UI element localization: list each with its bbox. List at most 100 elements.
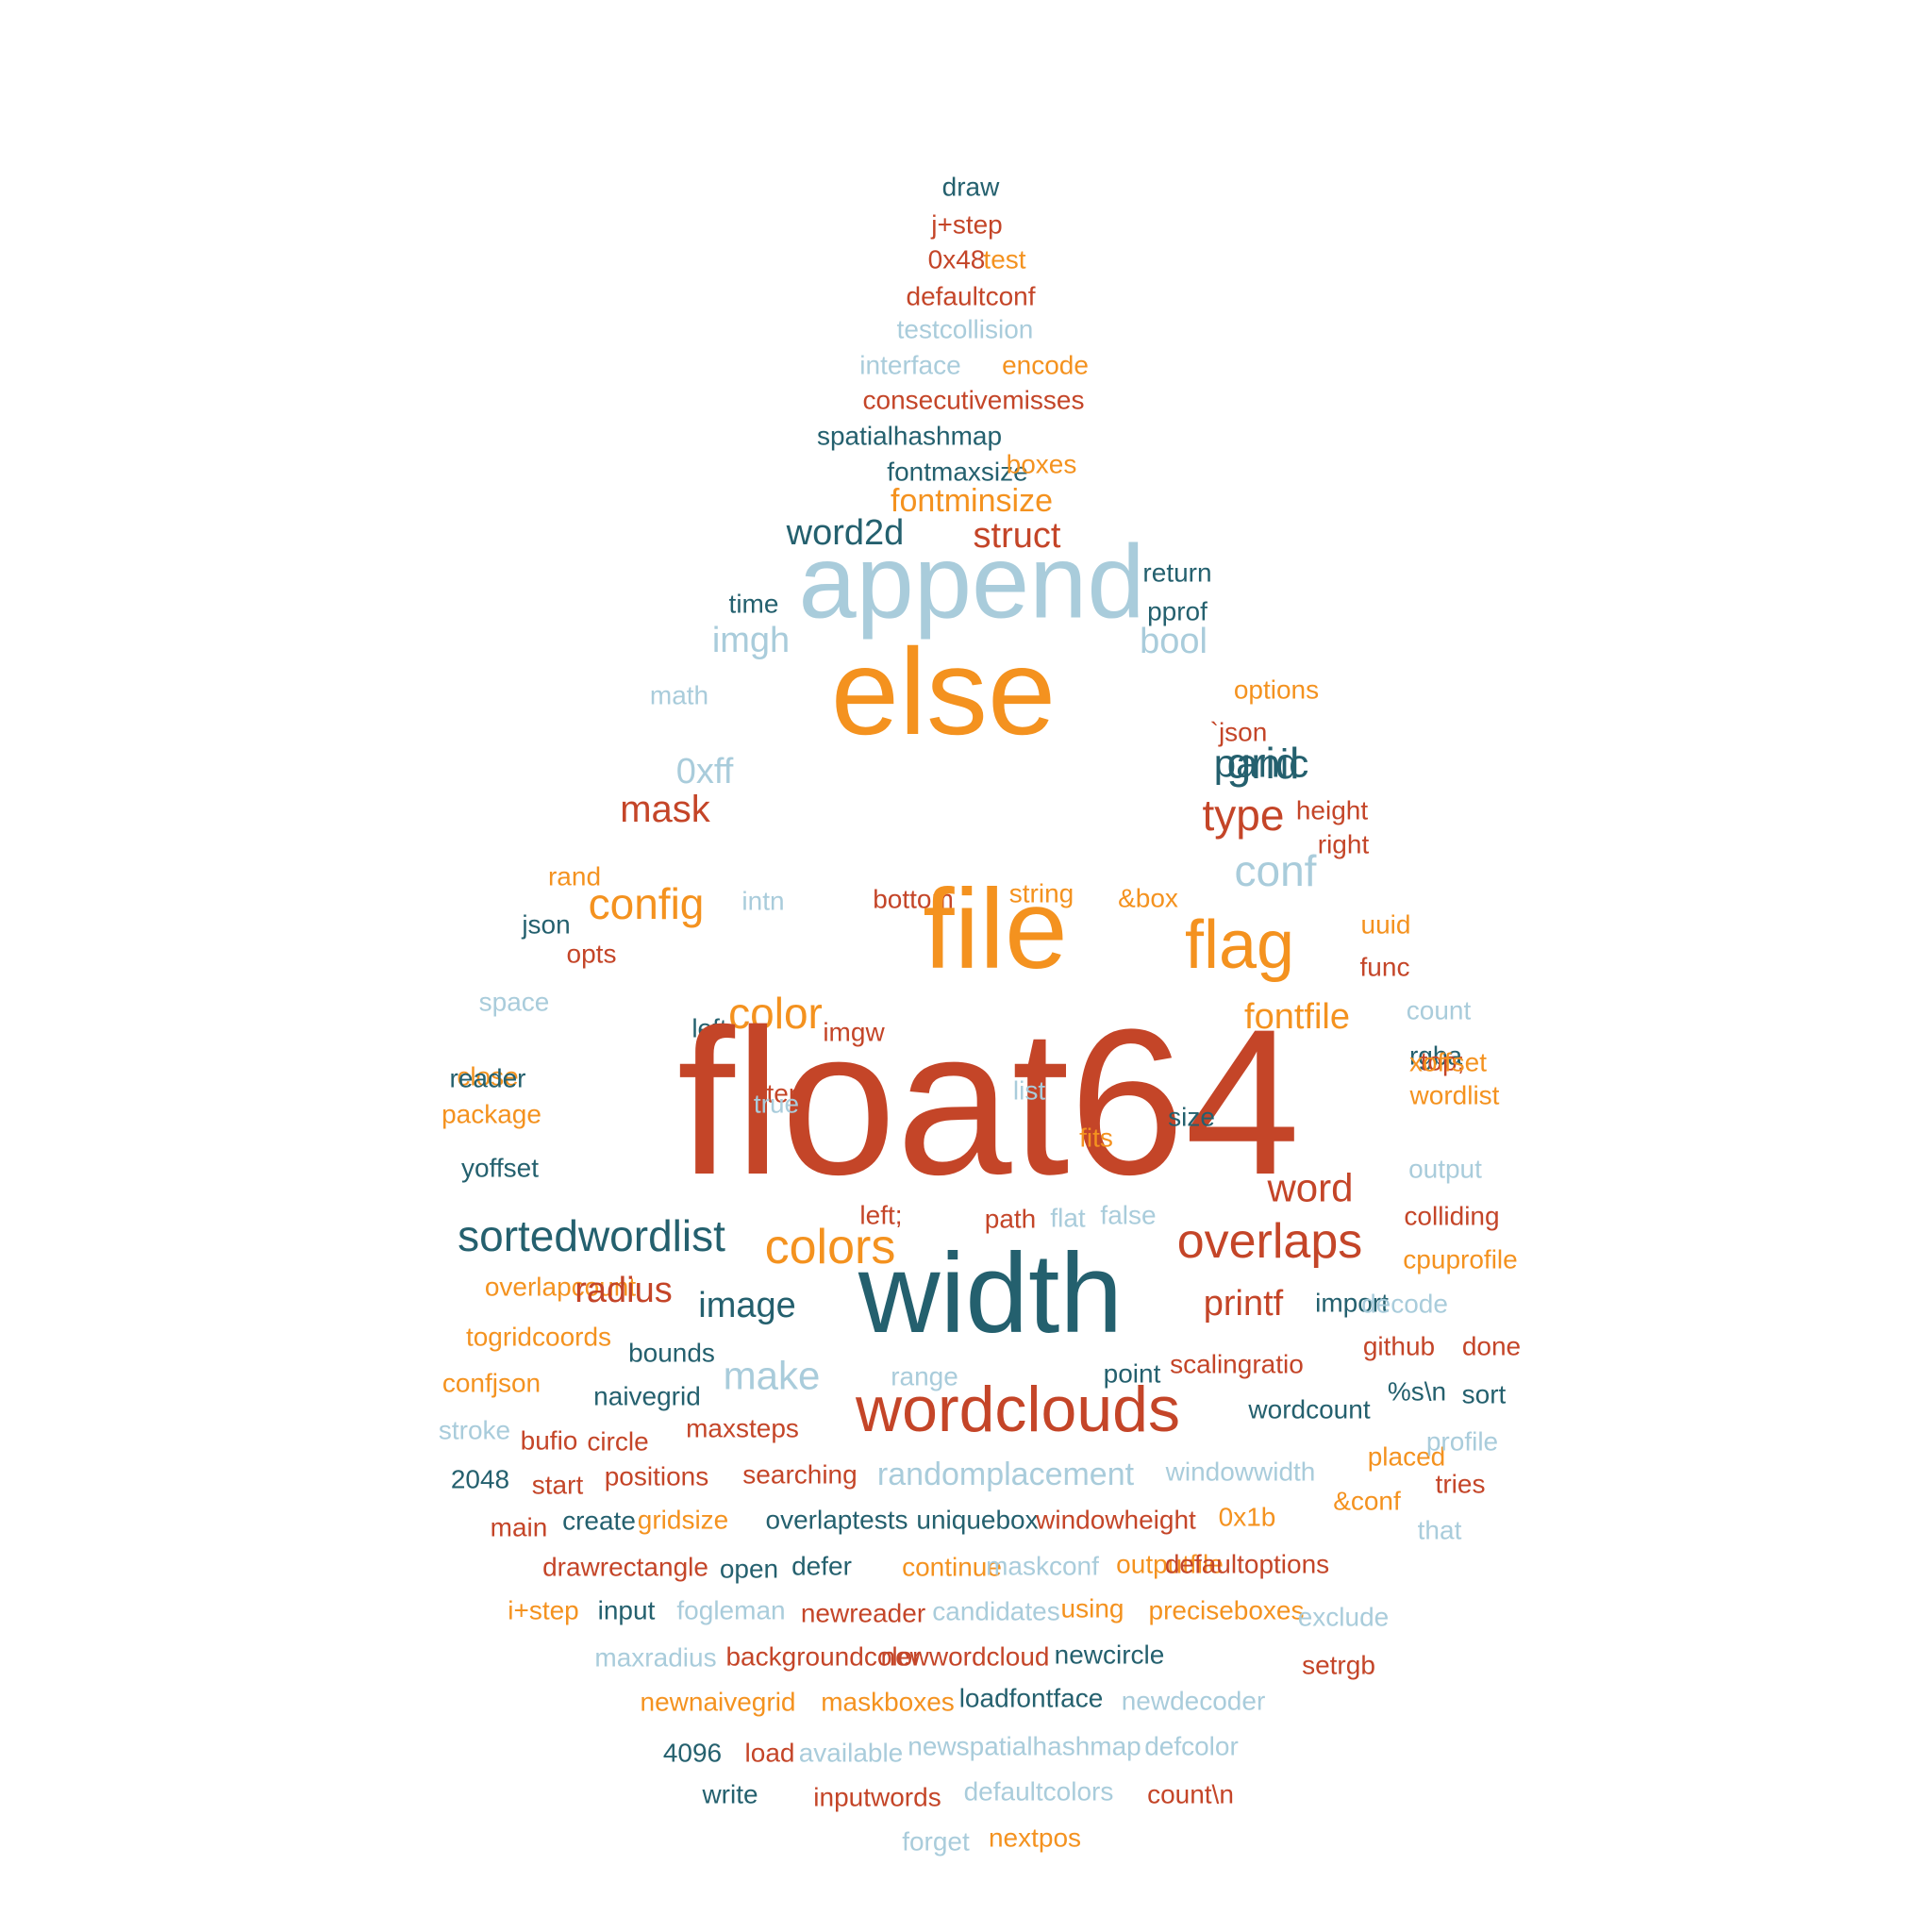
word-20: bool (1140, 622, 1208, 661)
word-76: overlapcount (485, 1273, 637, 1302)
word-14: struct (974, 516, 1061, 556)
word-2: 0x48 (928, 245, 986, 275)
word-70: false (1100, 1201, 1156, 1230)
word-12: fontminsize (891, 483, 1053, 519)
word-52: close (457, 1062, 518, 1091)
word-18: pprof (1147, 597, 1208, 626)
word-74: overlaps (1177, 1214, 1363, 1269)
word-118: that (1418, 1516, 1462, 1545)
word-43: opts (567, 940, 617, 969)
word-1: j+step (930, 210, 1003, 240)
word-138: setrgb (1302, 1651, 1375, 1680)
word-42: uuid (1361, 910, 1411, 940)
word-117: &conf (1333, 1487, 1401, 1516)
word-133: exclude (1298, 1603, 1390, 1632)
word-21: math (650, 681, 708, 710)
word-142: newdecoder (1122, 1687, 1266, 1716)
word-31: right (1318, 830, 1370, 859)
word-84: bounds (628, 1339, 715, 1368)
word-47: fontfile (1244, 997, 1350, 1037)
word-127: input (598, 1596, 656, 1625)
word-96: sort (1462, 1380, 1507, 1409)
word-122: continue (902, 1553, 1002, 1582)
word-27: grid (1227, 739, 1300, 788)
word-30: height (1296, 796, 1369, 825)
word-57: xoffset (1409, 1048, 1487, 1077)
word-93: wordclouds (855, 1374, 1180, 1445)
word-100: maxsteps (686, 1414, 799, 1443)
word-119: drawrectangle (542, 1553, 708, 1582)
word-101: placed (1368, 1442, 1446, 1472)
word-130: candidates (932, 1597, 1059, 1626)
word-0: draw (942, 173, 1000, 202)
word-28: mask (620, 789, 711, 830)
word-58: list (1013, 1076, 1045, 1106)
word-94: wordcount (1247, 1395, 1370, 1424)
word-152: forget (902, 1827, 970, 1857)
word-91: confjson (442, 1369, 541, 1398)
word-60: true (754, 1090, 799, 1119)
word-136: newwordcloud (881, 1642, 1050, 1672)
word-111: create (562, 1507, 636, 1536)
word-144: load (745, 1739, 795, 1768)
word-64: yoffset (461, 1154, 539, 1183)
word-75: cpuprofile (1403, 1245, 1517, 1274)
word-6: interface (859, 351, 960, 380)
word-115: windowheight (1035, 1506, 1196, 1535)
word-85: github (1363, 1332, 1435, 1361)
word-24: `json (1210, 718, 1268, 747)
word-129: newreader (801, 1599, 925, 1628)
word-92: naivegrid (593, 1382, 701, 1411)
word-87: make (724, 1354, 821, 1398)
word-116: 0x1b (1219, 1503, 1276, 1532)
word-81: import (1315, 1289, 1389, 1318)
word-112: gridsize (638, 1506, 728, 1535)
word-114: uniquebox (916, 1506, 1038, 1535)
word-123: maskconf (986, 1552, 1099, 1581)
word-95: %s\n (1388, 1377, 1446, 1407)
word-8: consecutivemisses (863, 386, 1085, 415)
word-151: count\n (1147, 1780, 1234, 1809)
word-19: imgh (712, 621, 790, 660)
word-126: i+step (508, 1596, 579, 1625)
word-78: width (858, 1230, 1123, 1357)
word-128: fogleman (676, 1596, 785, 1625)
word-137: newcircle (1055, 1641, 1165, 1670)
word-29: type (1203, 791, 1285, 840)
word-102: profile (1426, 1427, 1498, 1457)
word-89: point (1104, 1359, 1161, 1389)
word-109: tries (1436, 1470, 1486, 1499)
word-53: top; (1421, 1047, 1465, 1076)
word-90: scalingratio (1170, 1350, 1304, 1379)
word-143: 4096 (663, 1739, 722, 1768)
word-110: main (491, 1513, 548, 1542)
word-153: nextpos (989, 1824, 1081, 1853)
word-68: path (985, 1205, 1037, 1234)
word-150: defaultcolors (964, 1777, 1114, 1807)
word-15: append (798, 525, 1144, 641)
word-80: printf (1204, 1284, 1284, 1324)
word-124: outputfile (1116, 1550, 1224, 1579)
word-67: left; (859, 1201, 902, 1230)
word-71: colliding (1404, 1202, 1499, 1231)
word-55: float64 (677, 986, 1301, 1218)
word-22: options (1234, 675, 1319, 705)
word-61: package (441, 1100, 541, 1129)
word-72: sortedwordlist (458, 1211, 725, 1260)
word-104: start (532, 1471, 584, 1500)
word-98: bufio (521, 1426, 578, 1456)
word-10: fontmaxsize (887, 458, 1027, 487)
word-26: 0xff (676, 752, 734, 791)
word-23: else (831, 623, 1056, 760)
word-77: radius (575, 1271, 673, 1310)
word-32: rand (548, 862, 601, 891)
word-86: done (1462, 1332, 1521, 1361)
word-34: config (589, 879, 705, 928)
word-145: available (799, 1739, 904, 1768)
word-69: flat (1050, 1204, 1086, 1233)
word-65: output (1408, 1155, 1482, 1184)
word-46: space (479, 988, 550, 1017)
word-79: image (698, 1286, 796, 1325)
word-13: word2d (786, 513, 905, 553)
